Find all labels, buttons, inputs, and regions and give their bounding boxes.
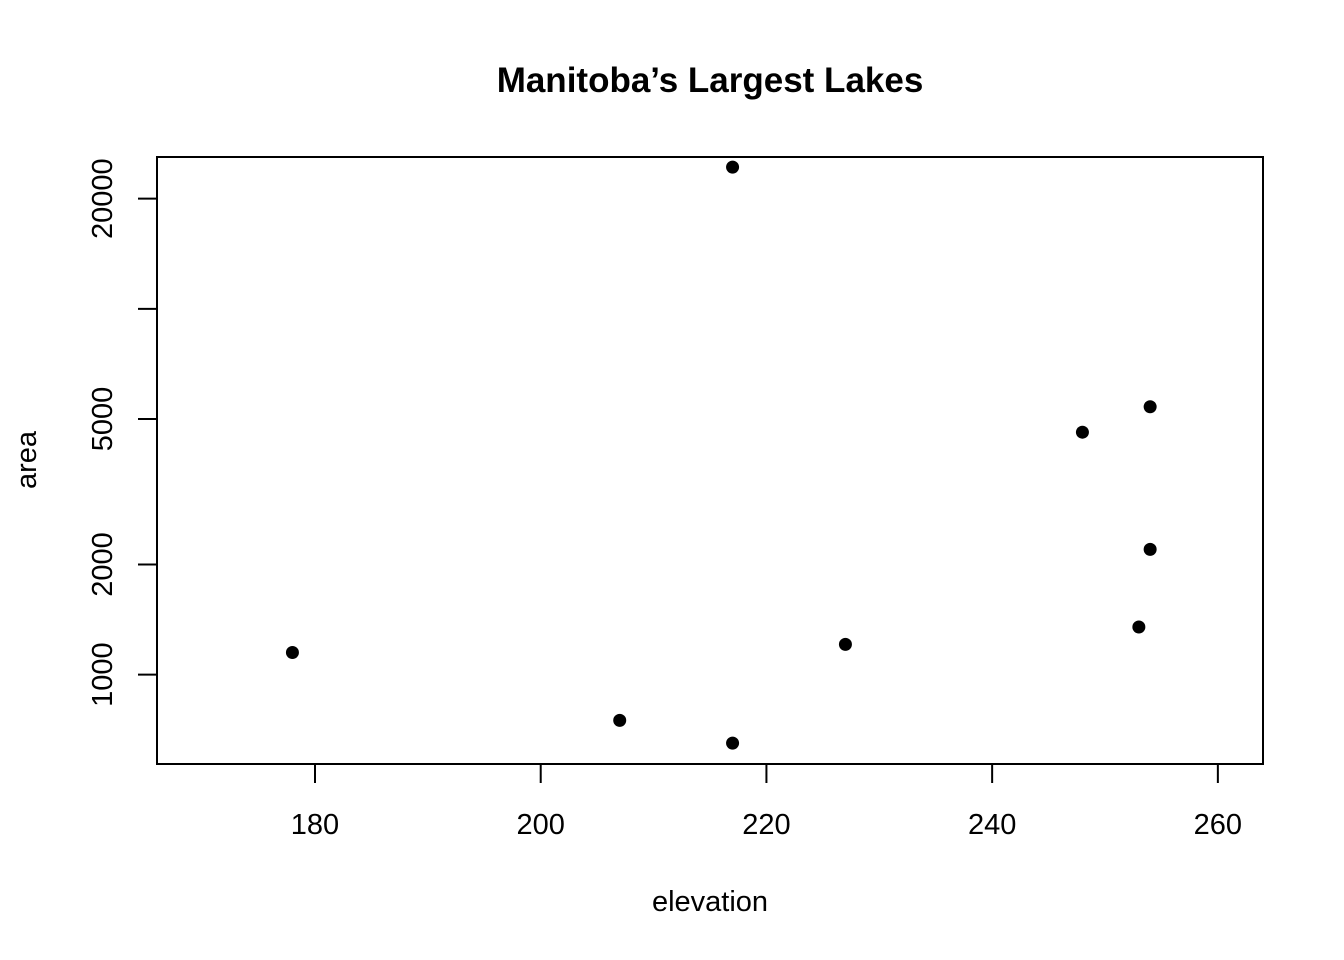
data-point [1143, 542, 1157, 556]
data-point [1143, 400, 1157, 414]
data-point [613, 713, 627, 727]
data-point [838, 637, 852, 651]
chart-title: Manitoba’s Largest Lakes [497, 61, 924, 100]
x-tick-label: 200 [517, 809, 565, 841]
x-axis: 180 200 220 240 260 [291, 763, 1242, 841]
y-axis-label: area [11, 430, 43, 489]
plot-frame [156, 156, 1264, 765]
y-tick-label: 20000 [87, 158, 119, 239]
data-points [285, 160, 1157, 750]
x-tick-label: 240 [968, 809, 1016, 841]
data-point [1075, 425, 1089, 439]
x-tick-label: 260 [1194, 809, 1242, 841]
data-point [726, 736, 740, 750]
data-point [1132, 620, 1146, 634]
y-axis: 1000 2000 5000 20000 [87, 158, 158, 707]
y-tick-label: 2000 [87, 532, 119, 597]
x-tick-label: 180 [291, 809, 339, 841]
y-tick-label: 5000 [87, 387, 119, 452]
data-point [726, 160, 740, 174]
x-tick-label: 220 [742, 809, 790, 841]
x-axis-label: elevation [652, 886, 768, 918]
y-tick-label: 1000 [87, 642, 119, 707]
data-point [285, 645, 299, 659]
